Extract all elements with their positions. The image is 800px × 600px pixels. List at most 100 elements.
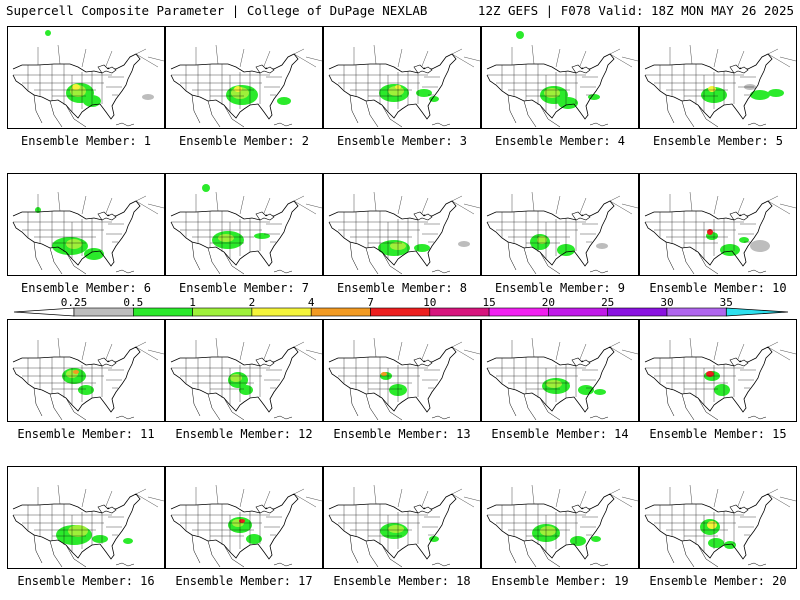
conus-map	[640, 320, 797, 422]
conus-map	[324, 467, 481, 569]
cuba-coast	[748, 563, 766, 566]
scp-contour	[458, 241, 470, 247]
colorbar-tick-label: 15	[482, 296, 495, 309]
country-border	[487, 201, 614, 266]
province-border	[148, 204, 164, 208]
conus-map	[640, 467, 797, 569]
map-frame	[481, 466, 639, 569]
scp-contour	[73, 370, 79, 374]
ensemble-member-panel: Ensemble Member: 18	[323, 466, 481, 592]
colorbar-segment	[193, 308, 252, 316]
colorbar-tick-label: 30	[660, 296, 673, 309]
scp-contour	[558, 97, 578, 109]
province-border	[690, 45, 692, 64]
colorbar-segment	[608, 308, 667, 316]
scp-contour	[234, 86, 242, 92]
province-border	[216, 45, 218, 64]
conus-map	[324, 27, 481, 129]
province-border	[288, 49, 304, 57]
conus-map	[482, 27, 639, 129]
mexico-coast	[666, 388, 718, 420]
province-border	[556, 489, 560, 507]
province-border	[130, 196, 146, 204]
scp-contour	[45, 30, 51, 36]
cuba-coast	[432, 416, 450, 419]
province-border	[294, 54, 316, 67]
great-lakes	[572, 65, 590, 73]
cuba-coast	[116, 123, 134, 126]
ensemble-member-panel: Ensemble Member: 8	[323, 173, 481, 299]
cuba-coast	[590, 123, 608, 126]
great-lakes	[572, 358, 590, 366]
panel-caption: Ensemble Member: 18	[323, 574, 481, 588]
scp-contour	[92, 535, 108, 543]
province-border	[294, 347, 316, 360]
map-frame	[323, 319, 481, 422]
province-border	[780, 497, 796, 501]
province-border	[148, 350, 164, 354]
province-border	[464, 350, 480, 354]
province-border	[446, 49, 462, 57]
province-border	[610, 494, 632, 507]
panel-caption: Ensemble Member: 5	[639, 134, 797, 148]
scp-contour	[414, 244, 430, 252]
country-border	[329, 201, 456, 266]
scp-contour	[708, 86, 716, 92]
conus-map	[8, 174, 165, 276]
province-border	[82, 49, 86, 67]
province-border	[532, 338, 534, 357]
conus-map	[640, 27, 797, 129]
province-border	[306, 497, 322, 501]
scp-contour	[230, 374, 242, 382]
great-lakes	[572, 212, 590, 220]
panel-caption: Ensemble Member: 8	[323, 281, 481, 295]
panel-caption: Ensemble Member: 2	[165, 134, 323, 148]
scp-contour	[714, 384, 730, 396]
province-border	[464, 204, 480, 208]
scp-contour	[388, 525, 404, 533]
map-frame	[323, 173, 481, 276]
ensemble-member-panel: Ensemble Member: 11	[7, 319, 165, 445]
province-border	[240, 489, 244, 507]
great-lakes	[256, 65, 274, 73]
scp-contour	[707, 521, 717, 529]
ensemble-member-panel: Ensemble Member: 9	[481, 173, 639, 299]
province-border	[604, 489, 620, 497]
scp-colorbar: 0.25 0.5 1 2 4 7 10 15 20 25 30 35	[12, 297, 790, 319]
ensemble-member-panel: Ensemble Member: 1	[7, 26, 165, 152]
panel-caption: Ensemble Member: 6	[7, 281, 165, 295]
ensemble-member-panel: Ensemble Member: 7	[165, 173, 323, 299]
province-border	[58, 192, 60, 211]
map-frame	[165, 319, 323, 422]
scp-contour	[277, 97, 291, 105]
cuba-coast	[432, 123, 450, 126]
mexico-coast	[192, 535, 244, 567]
colorbar-segment	[252, 308, 311, 316]
mexico-coast	[192, 388, 244, 420]
ensemble-member-panel: Ensemble Member: 14	[481, 319, 639, 445]
scp-contour	[381, 372, 387, 376]
scp-contour	[544, 88, 560, 98]
conus-map	[482, 174, 639, 276]
province-border	[446, 342, 462, 350]
scp-contour	[78, 385, 94, 395]
province-border	[148, 497, 164, 501]
scp-contour	[594, 389, 606, 395]
conus-map	[8, 27, 165, 129]
cuba-coast	[748, 123, 766, 126]
ensemble-member-panel: Ensemble Member: 5	[639, 26, 797, 152]
mexico-coast	[666, 242, 718, 274]
cuba-coast	[590, 563, 608, 566]
province-border	[768, 54, 790, 67]
province-border	[216, 338, 218, 357]
great-lakes	[256, 505, 274, 513]
province-border	[604, 342, 620, 350]
conus-map	[166, 174, 323, 276]
scp-contour	[537, 236, 547, 244]
province-border	[464, 57, 480, 61]
province-border	[136, 201, 158, 214]
colorbar-segment	[74, 308, 133, 316]
scp-contour	[202, 184, 210, 192]
ensemble-member-panel: Ensemble Member: 19	[481, 466, 639, 592]
cuba-coast	[748, 416, 766, 419]
